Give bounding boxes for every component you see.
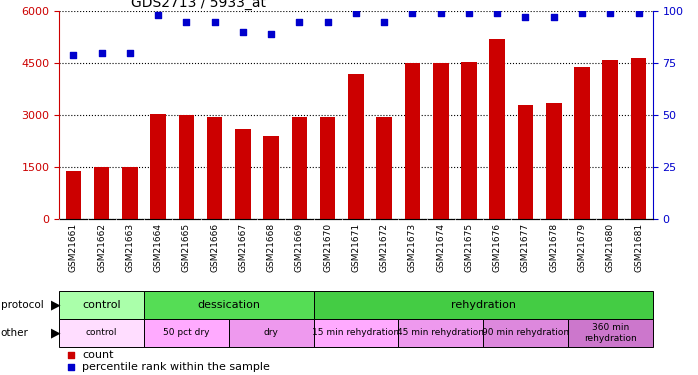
Bar xyxy=(235,129,251,219)
Bar xyxy=(399,319,483,347)
Text: GSM21681: GSM21681 xyxy=(634,223,643,272)
Text: GSM21663: GSM21663 xyxy=(126,223,135,272)
Bar xyxy=(602,60,618,219)
Bar xyxy=(94,167,110,219)
Text: other: other xyxy=(1,328,29,338)
Bar xyxy=(405,63,420,219)
Text: GSM21662: GSM21662 xyxy=(97,223,106,272)
Text: GSM21679: GSM21679 xyxy=(577,223,586,272)
Text: GSM21664: GSM21664 xyxy=(154,223,163,272)
Point xyxy=(548,15,559,21)
Text: dry: dry xyxy=(264,328,279,338)
Bar xyxy=(263,136,279,219)
Bar xyxy=(313,291,653,319)
Bar xyxy=(59,319,144,347)
Text: 15 min rehydration: 15 min rehydration xyxy=(313,328,399,338)
Point xyxy=(435,10,446,16)
Text: GSM21668: GSM21668 xyxy=(267,223,276,272)
Text: GSM21669: GSM21669 xyxy=(295,223,304,272)
Text: GSM21675: GSM21675 xyxy=(464,223,473,272)
Point xyxy=(407,10,418,16)
Bar xyxy=(433,63,449,219)
Text: GSM21673: GSM21673 xyxy=(408,223,417,272)
Point xyxy=(294,19,305,25)
Bar xyxy=(546,103,561,219)
Bar xyxy=(568,319,653,347)
Text: percentile rank within the sample: percentile rank within the sample xyxy=(82,362,269,372)
Bar xyxy=(631,58,646,219)
Text: 50 pct dry: 50 pct dry xyxy=(163,328,209,338)
Point xyxy=(378,19,389,25)
Bar xyxy=(144,319,229,347)
Bar xyxy=(151,114,166,219)
Bar xyxy=(292,117,307,219)
Text: GSM21670: GSM21670 xyxy=(323,223,332,272)
Text: 360 min
rehydration: 360 min rehydration xyxy=(584,323,637,342)
Text: GSM21661: GSM21661 xyxy=(69,223,78,272)
Bar xyxy=(179,116,194,219)
Point xyxy=(463,10,475,16)
Point xyxy=(577,10,588,16)
Bar xyxy=(207,117,223,219)
Text: GSM21665: GSM21665 xyxy=(182,223,191,272)
Bar xyxy=(66,171,81,219)
Text: GSM21666: GSM21666 xyxy=(210,223,219,272)
Text: 90 min rehydration: 90 min rehydration xyxy=(482,328,569,338)
Bar xyxy=(461,62,477,219)
Text: control: control xyxy=(82,300,121,310)
Text: GSM21672: GSM21672 xyxy=(380,223,389,272)
Bar xyxy=(320,117,336,219)
Text: control: control xyxy=(86,328,117,338)
Point xyxy=(350,10,362,16)
Text: GSM21680: GSM21680 xyxy=(606,223,615,272)
Bar xyxy=(348,74,364,219)
Text: GSM21678: GSM21678 xyxy=(549,223,558,272)
Bar xyxy=(313,319,399,347)
Text: GSM21674: GSM21674 xyxy=(436,223,445,272)
Point xyxy=(181,19,192,25)
Point xyxy=(491,10,503,16)
Text: GSM21676: GSM21676 xyxy=(493,223,502,272)
Point xyxy=(66,352,77,358)
Bar xyxy=(376,117,392,219)
Point xyxy=(322,19,334,25)
Bar xyxy=(489,39,505,219)
Text: 45 min rehydration: 45 min rehydration xyxy=(397,328,484,338)
Point xyxy=(520,15,531,21)
Text: rehydration: rehydration xyxy=(451,300,516,310)
Point xyxy=(68,52,79,58)
Bar xyxy=(229,319,313,347)
Bar xyxy=(574,67,590,219)
Point xyxy=(124,50,135,56)
Bar xyxy=(122,167,138,219)
Text: count: count xyxy=(82,350,113,360)
Text: GSM21671: GSM21671 xyxy=(352,223,360,272)
Text: protocol: protocol xyxy=(1,300,43,310)
Bar xyxy=(144,291,313,319)
Point xyxy=(153,12,164,18)
Point xyxy=(209,19,221,25)
Point xyxy=(266,31,277,37)
Point xyxy=(237,29,248,35)
Bar xyxy=(59,291,144,319)
Text: ▶: ▶ xyxy=(51,298,61,311)
Point xyxy=(604,10,616,16)
Text: GDS2713 / 5933_at: GDS2713 / 5933_at xyxy=(131,0,265,10)
Bar xyxy=(518,105,533,219)
Text: GSM21677: GSM21677 xyxy=(521,223,530,272)
Text: GSM21667: GSM21667 xyxy=(239,223,248,272)
Text: dessication: dessication xyxy=(198,300,260,310)
Point xyxy=(633,10,644,16)
Bar xyxy=(483,319,568,347)
Text: ▶: ▶ xyxy=(51,326,61,339)
Point xyxy=(66,364,77,370)
Point xyxy=(96,50,107,56)
